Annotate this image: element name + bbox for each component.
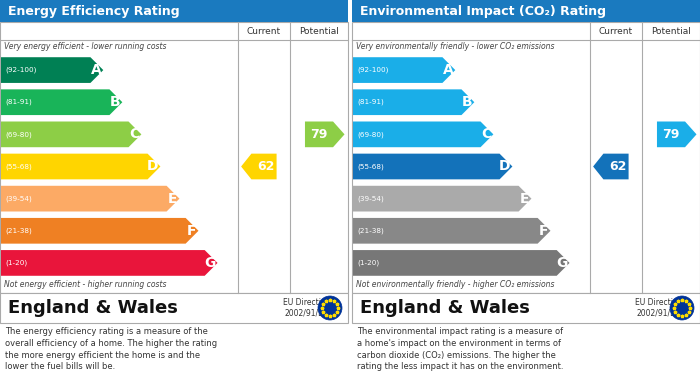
Text: England & Wales: England & Wales [360, 299, 530, 317]
Bar [352, 0, 700, 22]
Text: (21-38): (21-38) [5, 228, 32, 234]
Text: (69-80): (69-80) [357, 131, 384, 138]
Text: C: C [129, 127, 139, 142]
Polygon shape [1, 186, 179, 212]
Text: (39-54): (39-54) [5, 196, 32, 202]
Circle shape [670, 296, 694, 320]
Bar [0, 0, 348, 22]
Text: Very environmentally friendly - lower CO₂ emissions: Very environmentally friendly - lower CO… [356, 42, 554, 51]
Text: E: E [520, 192, 529, 206]
Polygon shape [241, 154, 276, 179]
Text: Not environmentally friendly - higher CO₂ emissions: Not environmentally friendly - higher CO… [356, 280, 554, 289]
Text: Not energy efficient - higher running costs: Not energy efficient - higher running co… [4, 280, 167, 289]
Bar [352, 22, 700, 293]
Text: The environmental impact rating is a measure of
a home's impact on the environme: The environmental impact rating is a mea… [357, 327, 564, 371]
Text: C: C [481, 127, 491, 142]
Polygon shape [353, 57, 455, 83]
Text: F: F [187, 224, 197, 238]
Text: EU Directive
2002/91/EC: EU Directive 2002/91/EC [283, 298, 330, 318]
Polygon shape [1, 154, 160, 179]
Text: (21-38): (21-38) [357, 228, 384, 234]
Text: 79: 79 [310, 128, 328, 141]
Text: Potential: Potential [299, 27, 339, 36]
Polygon shape [1, 57, 104, 83]
Text: (81-91): (81-91) [357, 99, 384, 106]
Polygon shape [657, 122, 696, 147]
Polygon shape [1, 250, 218, 276]
Text: (39-54): (39-54) [357, 196, 384, 202]
Polygon shape [1, 90, 122, 115]
Polygon shape [353, 122, 494, 147]
Text: (55-68): (55-68) [5, 163, 32, 170]
Bar [0, 293, 348, 323]
Text: (92-100): (92-100) [5, 67, 36, 74]
Text: Potential: Potential [651, 27, 691, 36]
Text: Energy Efficiency Rating: Energy Efficiency Rating [8, 5, 180, 18]
Bar [0, 22, 348, 293]
Text: (92-100): (92-100) [357, 67, 388, 74]
Polygon shape [1, 218, 199, 244]
Text: A: A [90, 63, 101, 77]
Polygon shape [593, 154, 629, 179]
Polygon shape [353, 186, 531, 212]
Polygon shape [353, 218, 550, 244]
Text: (55-68): (55-68) [357, 163, 384, 170]
Polygon shape [1, 122, 141, 147]
Text: (1-20): (1-20) [357, 260, 379, 266]
Text: EU Directive
2002/91/EC: EU Directive 2002/91/EC [635, 298, 682, 318]
Polygon shape [353, 90, 475, 115]
Bar [352, 293, 700, 323]
Text: (69-80): (69-80) [5, 131, 32, 138]
Text: 79: 79 [662, 128, 680, 141]
Text: Very energy efficient - lower running costs: Very energy efficient - lower running co… [4, 42, 167, 51]
Text: (81-91): (81-91) [5, 99, 32, 106]
Circle shape [318, 296, 342, 320]
Text: A: A [442, 63, 454, 77]
Text: F: F [539, 224, 549, 238]
Text: The energy efficiency rating is a measure of the
overall efficiency of a home. T: The energy efficiency rating is a measur… [5, 327, 217, 371]
Text: D: D [147, 160, 158, 174]
Text: B: B [110, 95, 120, 109]
Text: (1-20): (1-20) [5, 260, 27, 266]
Text: Current: Current [599, 27, 633, 36]
Text: 62: 62 [610, 160, 627, 173]
Text: E: E [168, 192, 178, 206]
Text: G: G [204, 256, 216, 270]
Polygon shape [353, 250, 570, 276]
Text: 62: 62 [258, 160, 275, 173]
Text: England & Wales: England & Wales [8, 299, 178, 317]
Text: D: D [499, 160, 510, 174]
Text: B: B [462, 95, 472, 109]
Text: Environmental Impact (CO₂) Rating: Environmental Impact (CO₂) Rating [360, 5, 606, 18]
Polygon shape [353, 154, 512, 179]
Text: Current: Current [247, 27, 281, 36]
Text: G: G [556, 256, 568, 270]
Polygon shape [305, 122, 344, 147]
